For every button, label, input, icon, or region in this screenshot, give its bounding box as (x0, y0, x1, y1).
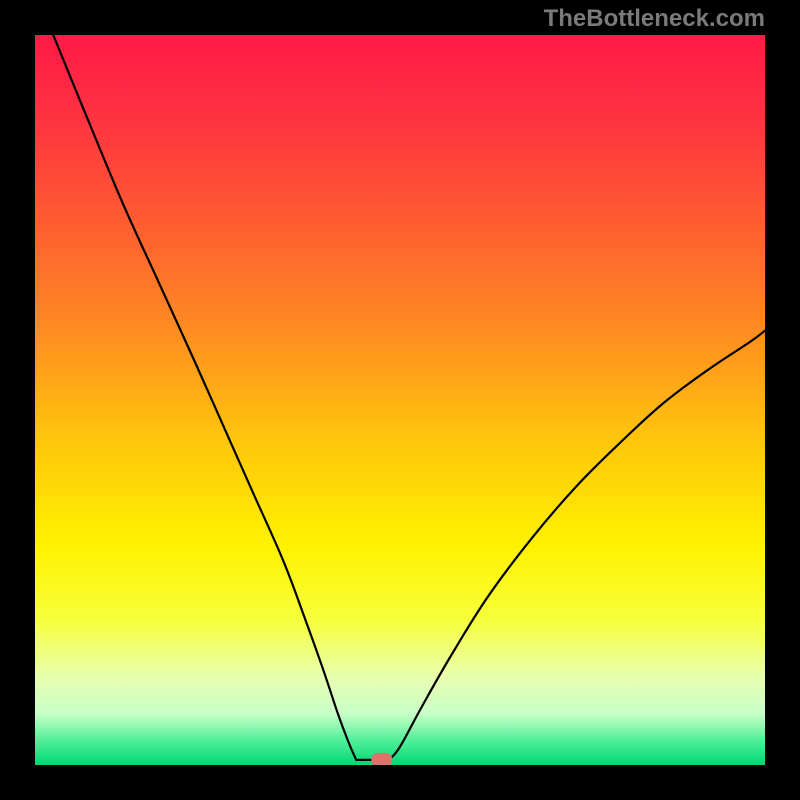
frame-bottom (0, 765, 800, 800)
plot-background (35, 35, 765, 765)
bottleneck-chart (0, 0, 800, 800)
frame-right (765, 0, 800, 800)
watermark-text: TheBottleneck.com (544, 5, 765, 33)
frame-left (0, 0, 35, 800)
